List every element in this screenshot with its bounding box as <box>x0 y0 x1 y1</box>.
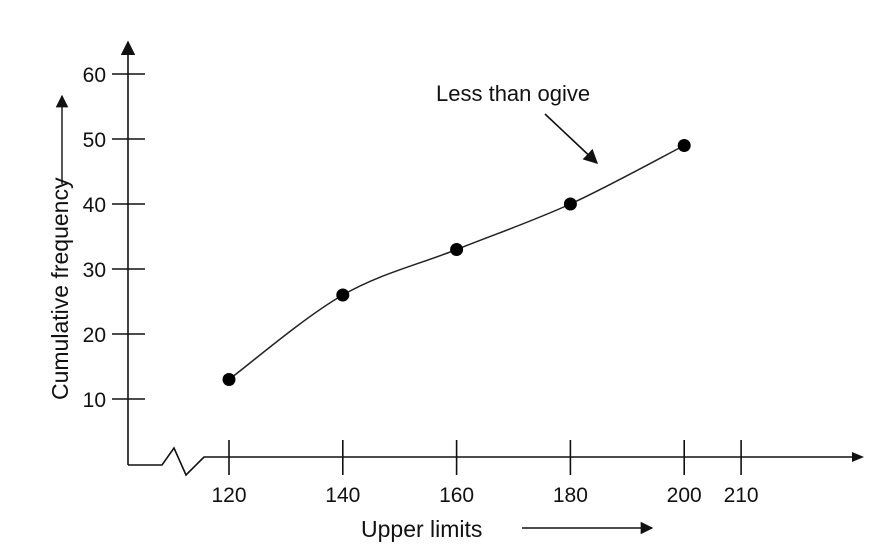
x-tick-label: 120 <box>211 484 246 507</box>
x-tick-label: 160 <box>439 484 474 507</box>
x-axis-title: Upper limits <box>361 516 482 542</box>
x-axis <box>128 446 856 477</box>
ogive-annotation-label: Less than ogive <box>436 81 590 106</box>
data-point <box>336 288 350 302</box>
y-axis-ticks: 10 20 30 40 50 60 <box>83 64 145 412</box>
y-tick-label: 50 <box>83 129 106 152</box>
x-tick-label: 200 <box>667 484 702 507</box>
y-tick-label: 60 <box>83 64 106 87</box>
x-axis-arrowhead <box>852 452 864 462</box>
x-tick-label: 140 <box>325 484 360 507</box>
ogive-curve <box>228 144 685 381</box>
data-point <box>222 373 236 386</box>
x-axis-ticks: 120 140 160 180 200 210 <box>211 440 759 507</box>
y-tick-label: 40 <box>83 194 106 217</box>
x-tick-label: 180 <box>553 484 588 507</box>
x-tick-label: 210 <box>724 484 759 507</box>
series-layer <box>222 139 691 386</box>
annotation-arrow <box>544 113 599 164</box>
y-tick-label: 30 <box>83 259 106 282</box>
data-point <box>677 139 691 152</box>
data-point <box>450 243 464 256</box>
y-tick-label: 10 <box>83 389 106 412</box>
y-tick-label: 20 <box>83 324 106 347</box>
y-axis-title: Cumulative frequency <box>47 177 73 400</box>
data-point <box>563 197 577 211</box>
